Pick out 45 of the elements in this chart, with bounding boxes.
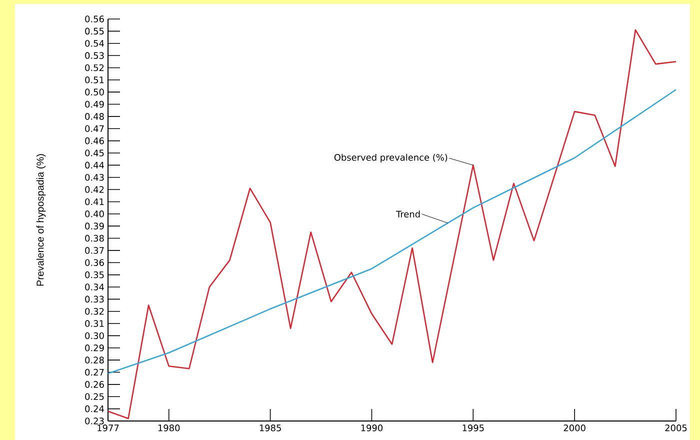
y-tick-label: 0.53	[85, 52, 104, 59]
y-tick-label: 0.51	[85, 76, 104, 84]
y-tick-label: 0.23	[85, 418, 104, 424]
x-tick-label: 2005	[665, 424, 687, 432]
y-tick-label: 0.49	[85, 100, 104, 108]
y-tick-label: 0.35	[85, 271, 104, 278]
x-tick-label: 1990	[361, 424, 383, 432]
y-tick-label: 0.44	[85, 162, 104, 169]
y-tick-label: 0.56	[85, 16, 104, 22]
y-tick-label: 0.42	[85, 186, 104, 193]
y-tick-label: 0.36	[85, 259, 104, 266]
y-tick-label: 0.34	[85, 284, 104, 290]
y-tick-label: 0.24	[85, 405, 104, 412]
y-tick-label: 0.41	[85, 198, 104, 206]
y-tick-label: 0.55	[85, 28, 104, 35]
y-tick-label: 0.50	[85, 88, 104, 96]
y-tick-label: 0.45	[85, 150, 104, 156]
y-tick-label: 0.40	[85, 210, 104, 218]
text: Trend	[396, 210, 420, 218]
y-tick-label: 0.54	[85, 40, 104, 47]
y-tick-label: 0.47	[85, 125, 104, 132]
y-tick-label: 0.46	[85, 137, 104, 144]
y-tick-label: 0.30	[85, 332, 104, 340]
text: Observed prevalence (%)	[334, 154, 448, 162]
y-tick-label: 0.37	[85, 247, 104, 254]
x-tick-label: 1985	[260, 424, 281, 432]
y-tick-label: 0.43	[85, 174, 104, 181]
x-tick-label: 1977	[98, 424, 119, 432]
y-tick-label: 0.31	[85, 320, 104, 327]
y-tick-label: 0.48	[85, 113, 104, 120]
y-tick-label: 0.29	[85, 344, 104, 352]
y-tick-label: 0.52	[85, 64, 104, 72]
line-series	[107, 88, 677, 374]
y-tick-label: 0.26	[85, 381, 104, 388]
y-tick-label: 0.28	[85, 356, 104, 364]
y-axis-title: Prevalence of hypospadia (%)	[36, 154, 46, 286]
x-tick-label: 1980	[158, 424, 180, 432]
y-tick-label: 0.27	[85, 368, 104, 376]
y-tick-label: 0.39	[85, 222, 104, 230]
x-tick-label: 1995	[462, 424, 484, 432]
x-tick-label: 2000	[564, 424, 586, 432]
y-tick-label: 0.33	[85, 296, 104, 303]
y-tick-label: 0.38	[85, 234, 104, 242]
y-tick-label: 0.25	[85, 393, 104, 400]
y-tick-label: 0.32	[85, 308, 104, 315]
